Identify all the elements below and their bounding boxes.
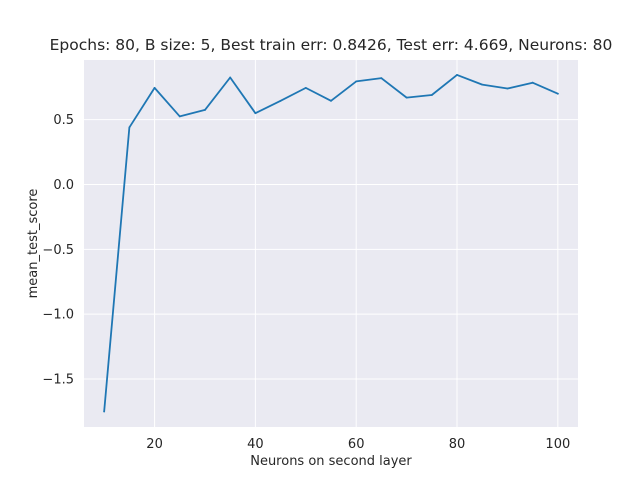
data-point: [128, 126, 131, 129]
x-axis-label: Neurons on second layer: [250, 454, 412, 469]
data-point: [229, 76, 232, 79]
data-point: [330, 99, 332, 102]
series-layer: [103, 74, 559, 413]
data-point: [531, 81, 534, 84]
data-point: [456, 74, 458, 76]
y-tick-label: 0.0: [53, 178, 74, 193]
x-tick-label: 20: [146, 437, 163, 452]
data-point: [380, 77, 383, 80]
x-tick-label: 100: [545, 437, 570, 452]
data-point: [254, 112, 257, 115]
plot-area: [84, 60, 578, 427]
data-point: [103, 410, 106, 413]
x-tick-label: 80: [449, 437, 466, 452]
y-axis-label: mean_test_score: [26, 189, 41, 299]
chart-title: Epochs: 80, B size: 5, Best train err: 0…: [50, 36, 613, 54]
data-point: [204, 109, 206, 111]
data-point: [481, 83, 484, 86]
data-point: [304, 86, 307, 89]
tick-labels: 20 40 60 80 100 −1.5 −1.0 −0.5 0.0 0.5: [42, 113, 570, 452]
y-tick-label: 0.5: [53, 113, 74, 128]
data-point: [355, 80, 358, 83]
x-tick-label: 60: [348, 437, 365, 452]
data-point: [556, 92, 559, 95]
data-point: [405, 96, 408, 99]
data-point: [279, 99, 282, 102]
grid: [84, 60, 578, 427]
data-point: [178, 115, 181, 118]
y-tick-label: −0.5: [42, 243, 74, 258]
x-tick-label: 40: [247, 437, 264, 452]
data-point: [153, 86, 156, 89]
data-point: [430, 94, 433, 96]
data-point: [506, 87, 509, 90]
y-tick-label: −1.0: [42, 308, 74, 323]
y-tick-label: −1.5: [42, 373, 74, 388]
